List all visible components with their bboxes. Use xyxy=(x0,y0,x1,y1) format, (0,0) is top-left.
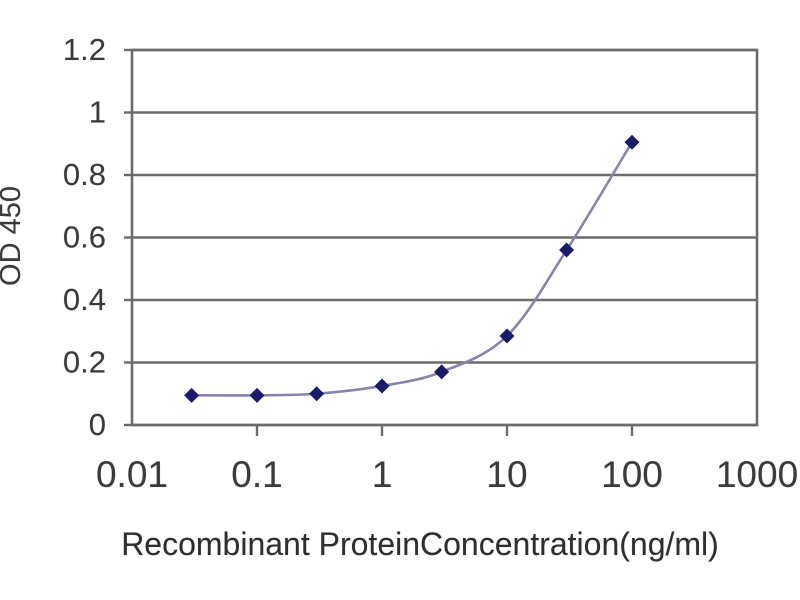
x-tick-label: 1000 xyxy=(716,454,798,495)
x-axis-title: Recombinant ProteinConcentration(ng/ml) xyxy=(121,526,719,562)
series-line xyxy=(191,141,634,397)
series-layer xyxy=(184,134,640,403)
y-axis-title: OD 450 xyxy=(0,186,27,286)
y-tick-label: 0.2 xyxy=(63,345,106,380)
x-tick-label: 1 xyxy=(372,454,393,495)
y-tick-label: 1.2 xyxy=(63,32,106,67)
y-tick-label: 0.4 xyxy=(63,282,106,317)
x-tick-label: 100 xyxy=(601,454,663,495)
x-tick-label: 10 xyxy=(486,454,527,495)
plot-border xyxy=(130,48,759,427)
y-tick-label: 0 xyxy=(89,407,106,442)
data-point-marker xyxy=(184,387,200,403)
data-point-marker xyxy=(374,378,390,394)
data-point-marker xyxy=(624,134,640,150)
data-point-marker xyxy=(559,242,575,258)
y-tick-label: 0.8 xyxy=(63,157,106,192)
data-point-marker xyxy=(309,386,325,402)
data-point-marker xyxy=(434,364,450,380)
data-point-marker xyxy=(499,328,515,344)
x-tick-label: 0.1 xyxy=(231,454,282,495)
x-tick-label: 0.01 xyxy=(96,454,168,495)
axes-layer xyxy=(124,48,759,436)
y-tick-label: 0.6 xyxy=(63,220,106,255)
y-tick-label: 1 xyxy=(89,95,106,130)
tick-labels-layer: 0 0.2 0.4 0.6 0.8 1 1.2 0.01 0.1 1 10 100 1000 xyxy=(63,32,798,495)
data-point-marker xyxy=(249,387,265,403)
